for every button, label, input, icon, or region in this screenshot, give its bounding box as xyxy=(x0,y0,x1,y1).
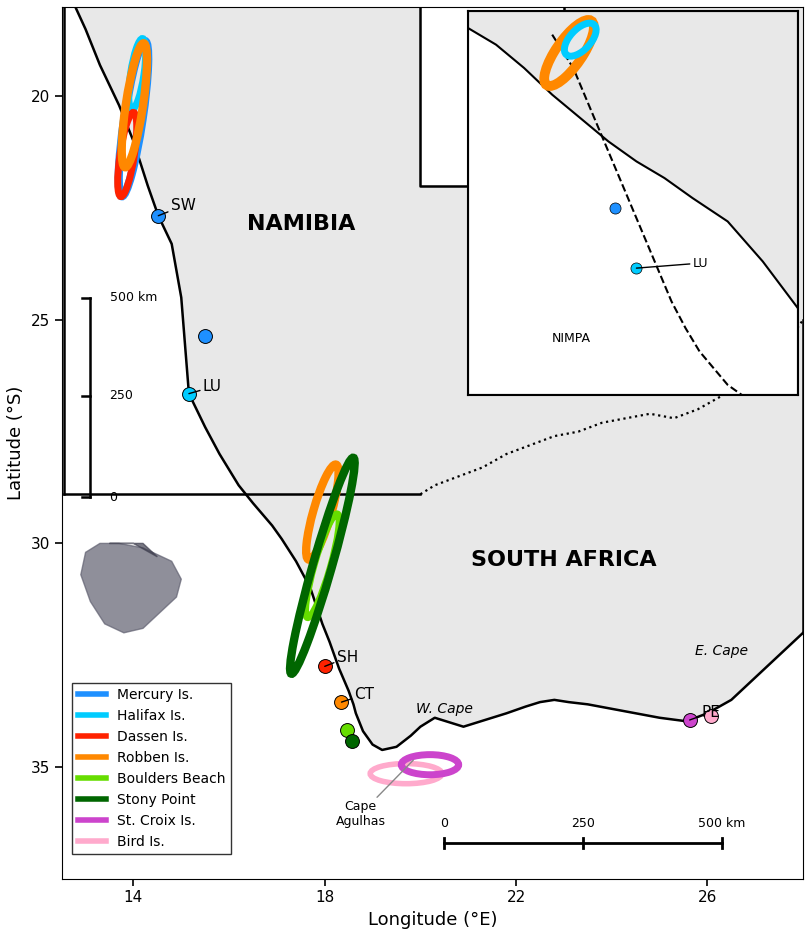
Text: CT: CT xyxy=(342,687,374,702)
Text: 🐧: 🐧 xyxy=(129,609,130,611)
Polygon shape xyxy=(64,0,803,750)
Text: SH: SH xyxy=(325,650,358,666)
Text: SW: SW xyxy=(158,198,195,215)
Text: 250: 250 xyxy=(571,817,595,830)
Text: E. Cape: E. Cape xyxy=(695,644,748,658)
Y-axis label: Latitude (°S): Latitude (°S) xyxy=(7,386,25,500)
Text: SOUTH AFRICA: SOUTH AFRICA xyxy=(471,549,657,570)
X-axis label: Longitude (°E): Longitude (°E) xyxy=(368,911,497,929)
Legend: Mercury Is., Halifax Is., Dassen Is., Robben Is., Boulders Beach, Stony Point, S: Mercury Is., Halifax Is., Dassen Is., Ro… xyxy=(72,682,231,855)
Text: LU: LU xyxy=(189,379,222,394)
Text: W. Cape: W. Cape xyxy=(416,702,473,716)
Text: 500 km: 500 km xyxy=(698,817,745,830)
Text: NAMIBIA: NAMIBIA xyxy=(247,214,355,235)
Text: 0: 0 xyxy=(109,490,117,504)
Polygon shape xyxy=(109,544,157,557)
Text: 0: 0 xyxy=(441,817,448,830)
Text: 250: 250 xyxy=(109,389,134,402)
Text: Cape
Agulhas: Cape Agulhas xyxy=(335,760,413,828)
Text: 500 km: 500 km xyxy=(109,291,157,304)
Polygon shape xyxy=(81,544,181,633)
Text: PE: PE xyxy=(689,705,720,720)
